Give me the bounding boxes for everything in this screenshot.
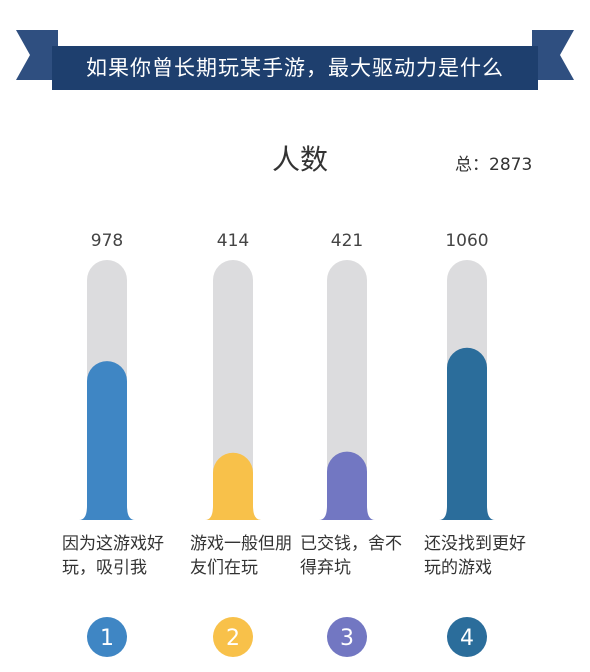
chart-subtitle: 人数 — [271, 143, 328, 176]
index-circle-1 — [87, 617, 127, 657]
value-label-2: 414 — [217, 231, 249, 251]
title-banner — [16, 30, 574, 90]
bar-3 — [319, 451, 375, 520]
index-circle-3 — [327, 617, 367, 657]
index-circle-2 — [213, 617, 253, 657]
bar-track-2 — [205, 260, 261, 520]
category-label-4: 还没找到更好玩的游戏 — [424, 534, 526, 578]
category-label-2: 游戏一般但朋友们在玩 — [190, 534, 292, 578]
total-count: 总：2873 — [455, 155, 533, 175]
bar-2 — [205, 452, 261, 520]
index-circle-4 — [447, 617, 487, 657]
value-label-4: 1060 — [445, 231, 488, 251]
index-number-3: 3 — [340, 626, 354, 651]
value-label-1: 978 — [91, 231, 123, 251]
value-label-3: 421 — [331, 231, 363, 251]
banner-ribbon-right — [532, 30, 574, 80]
banner-body — [52, 46, 538, 90]
banner-ribbon-left — [16, 30, 58, 80]
index-number-4: 4 — [460, 626, 474, 651]
bar-track-3 — [319, 260, 375, 520]
index-number-1: 1 — [100, 626, 114, 651]
category-label-1: 因为这游戏好玩，吸引我 — [62, 534, 164, 578]
index-number-2: 2 — [226, 626, 240, 651]
bar-4 — [439, 347, 495, 520]
bar-1 — [79, 361, 135, 520]
category-label-3: 已交钱，舍不得弃坑 — [300, 534, 402, 578]
chart-title: 如果你曾长期玩某手游，最大驱动力是什么 — [86, 56, 504, 80]
